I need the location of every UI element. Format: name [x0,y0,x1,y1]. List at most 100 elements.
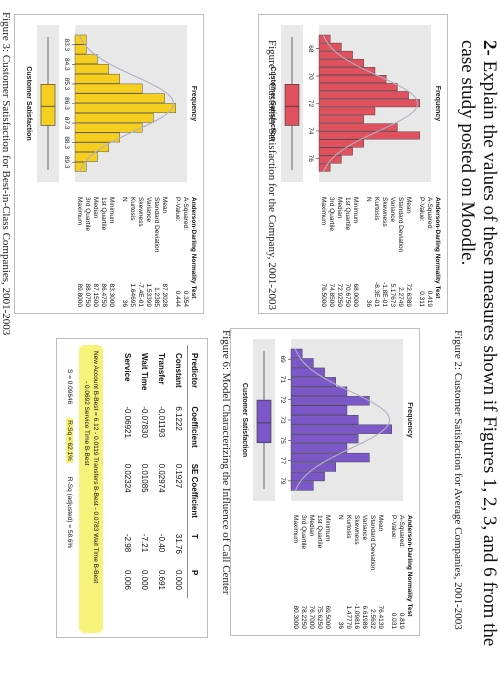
histogram-bar [318,155,342,164]
stats-row: Kurtosis 1.64695 [128,197,136,307]
regression-cell: 0.1927 [174,463,183,489]
axis-label: Customer Satisfaction [269,66,276,140]
histogram-bar [318,115,365,124]
stats-label: Skewness [381,197,388,227]
boxplot-box [284,84,300,126]
stats-value: 76.4139 [377,605,384,630]
histogram-bar [74,54,98,64]
histogram-bar [290,358,314,368]
stats-value: -7.4E-01 [137,282,144,307]
histogram-bar [290,348,303,359]
summary-rsq: R-Sq = 62.1% [66,418,73,463]
histogram-bar [290,443,348,453]
stats-row: Variance 6.61986 [360,515,368,629]
regression-header-row: Predictor Coefficient SE Coefficient T P [187,345,201,598]
figure-2-chart: Frequency 69 71 72 73 75 77 79 Customer Satisfac… [241,339,413,501]
stats-row: Standard Deviation 1.2385 [152,197,160,307]
regression-cell: Service [123,353,132,382]
stats-row: N 36 [364,197,372,307]
regression-cell: 0.02974 [157,463,166,493]
histogram-bar [74,44,87,55]
figure-2-caption: Figure 2: Customer Satisfaction for Aver… [452,330,464,630]
stats-row: A-Squared: 0.819 [397,515,405,629]
col-coefficient: Coefficient [187,398,201,456]
stats-value: 80.3000 [292,605,299,630]
histogram-bar [318,83,398,92]
stats-value: 0.444 [174,290,181,307]
stats-row: 1st Quartile 70.6750 [343,197,351,307]
histogram-bar [290,405,348,415]
figure-1-panel: Frequency 68 70 72 74 76 Customer Satisfaction… [258,14,448,314]
boxplot-box [256,399,272,444]
histogram-bar [74,142,109,153]
figure-1-chart: Frequency 68 70 72 74 76 Customer Satisfaction [269,25,441,182]
frequency-title: Frequency [434,86,441,122]
tick-label: 72 [279,396,286,404]
stats-row: Minimum 68.0000 [351,197,359,307]
stats-value: 36 [121,299,128,307]
stats-value: 2.5632 [369,609,376,629]
tick-label: 72 [307,100,314,108]
stats-value: 6.61986 [361,605,368,630]
regression-cell: -2.98 [123,533,132,553]
stats-row: Skewness -7.4E-01 [136,197,144,307]
histogram-bar [318,107,376,116]
stats-value: 88.0750 [84,283,91,308]
tick-label: 85.3 [63,78,70,91]
stats-label: 3rd Quartile [84,197,91,231]
col-t: T [187,525,201,562]
stats-value: 78.2250 [300,605,307,630]
stats-row: Skewness -1.09816 [352,515,360,629]
stats-row: A-Squared: 0.354 [181,197,189,307]
stats-value: 0.031 [390,612,397,629]
equation-line-1: New Account B-Best = 6.12 - 0.0119 Trans… [92,351,99,584]
stats-label: P-Value: [390,515,397,540]
histogram-bar [318,99,420,108]
question-number: 2- [479,40,500,56]
histogram-bar [74,113,154,123]
histogram-bar [318,58,365,67]
regression-cell: 0.000 [140,569,149,590]
stats-row: Maximum 76.5000 [319,197,327,307]
stats-value: 1.53399 [145,283,152,308]
stats-header: Anderson-Darling Normality Test [189,197,197,307]
regression-cell: 31.76 [174,533,183,554]
stats-row: 3rd Quartile 74.8500 [327,197,335,307]
stats-row: Mean 76.4139 [376,515,384,629]
stats-row: Median 72.9250 [335,197,343,307]
stats-label: P-Value: [174,197,181,222]
col-predictor: Predictor [187,345,201,399]
histogram-bar [290,452,370,463]
stats-label: Standard Deviation [153,197,160,253]
regression-row: Service -0.06921 0.02324 -2.98 0.006 [119,345,136,598]
figure-3-chart: Frequency 83.3 84.3 85.3 86.3 87.3 88.3 89.3 Cus… [25,25,197,182]
stats-label: Kurtosis [129,197,136,221]
stats-value: 1.2385 [153,287,160,307]
histogram-bar [74,122,143,133]
stats-header: Anderson-Darling Normality Test [405,515,413,629]
stats-value: 1.64695 [129,283,136,308]
stats-value: 0.354 [182,290,189,307]
tick-label: 76 [307,155,314,163]
stats-label: 3rd Quartile [328,197,335,231]
normal-curve [78,34,175,173]
stats-label: 1st Quartile [100,197,107,231]
stats-label: Maximum [292,515,299,544]
histogram-bar [290,415,359,425]
stats-value: 69.5000 [324,605,331,630]
stats-row: P-Value: 0.031 [389,515,397,629]
stats-label: Anderson-Darling Normality Test [406,515,413,617]
stats-row: 1st Quartile 86.4750 [99,197,107,307]
frequency-title: Frequency [190,86,197,122]
stats-value: 83.3000 [108,283,115,308]
figure-2: Frequency 69 71 72 73 75 77 79 Customer Satisfac… [230,328,420,636]
histogram-bar [318,147,353,156]
tick-label: 73 [279,416,286,424]
stats-value: 89.8000 [76,283,83,308]
regression-row: Constant 6.1222 0.1927 31.76 0.000 [170,345,188,598]
stats-label: Mean [405,197,412,214]
stats-row: Kurtosis 1.47779 [344,515,352,629]
stats-row: Standard Deviation 2.5632 [368,515,376,629]
tick-label: 77 [279,457,286,465]
